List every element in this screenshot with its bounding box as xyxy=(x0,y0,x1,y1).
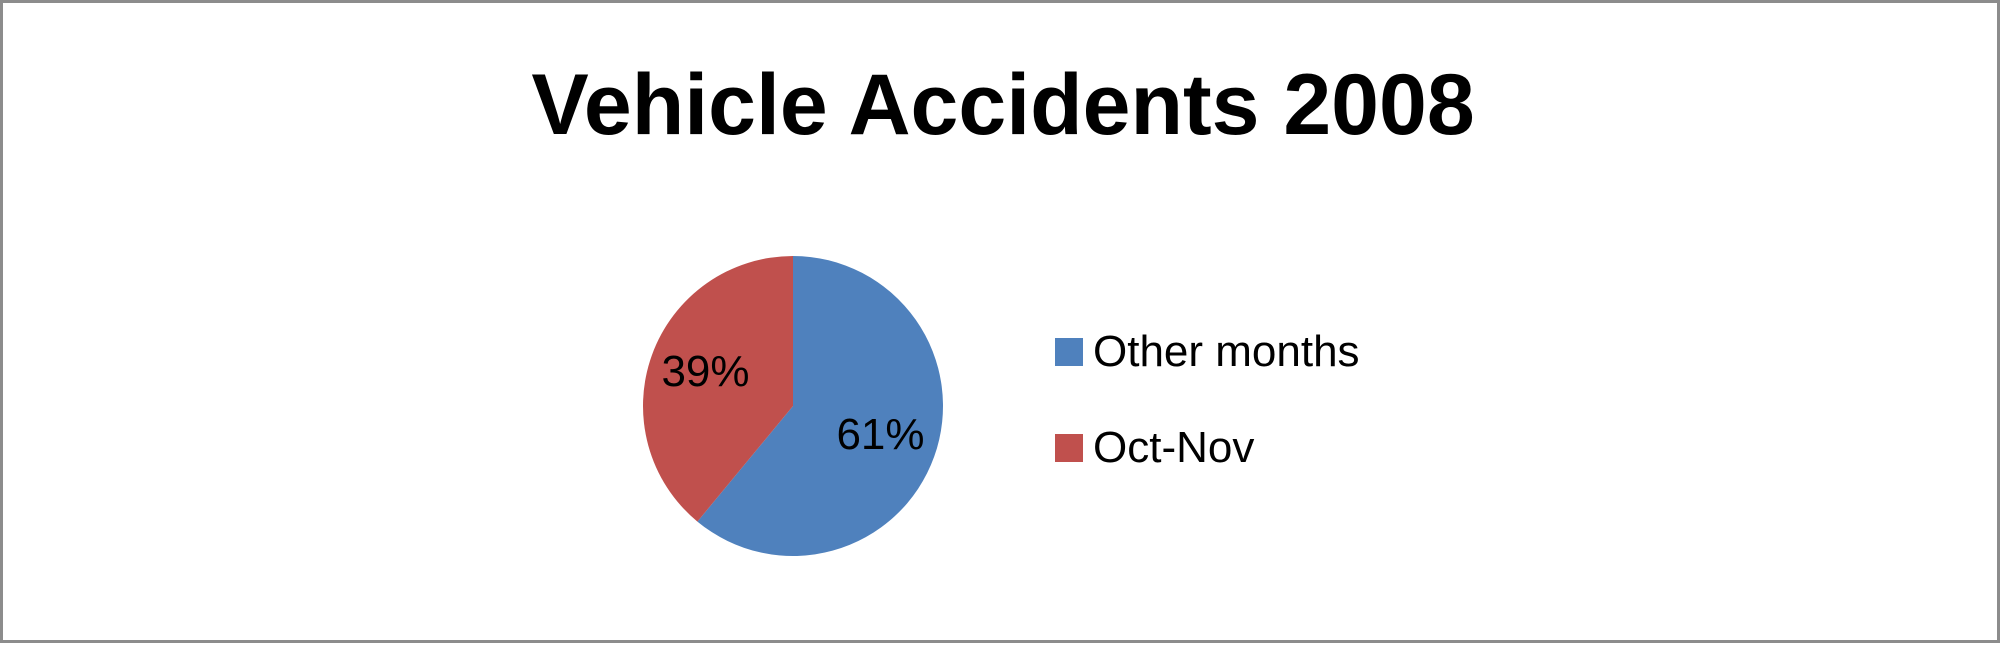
legend-label-oct-nov: Oct-Nov xyxy=(1093,423,1255,472)
legend-swatch-other-months xyxy=(1055,338,1083,366)
legend: Other months Oct-Nov xyxy=(1055,327,1360,520)
legend-item-oct-nov: Oct-Nov xyxy=(1055,423,1360,472)
data-label-other-months: 61% xyxy=(836,410,924,459)
pie-slice-oct-nov xyxy=(643,256,793,522)
legend-swatch-oct-nov xyxy=(1055,434,1083,462)
chart-title: Vehicle Accidents 2008 xyxy=(531,57,1475,153)
pie-chart: 61% 39% xyxy=(643,256,944,556)
legend-item-other-months: Other months xyxy=(1055,327,1360,376)
pie-slice-other-months xyxy=(697,256,944,556)
data-label-oct-nov: 39% xyxy=(661,347,749,396)
legend-label-other-months: Other months xyxy=(1093,327,1360,376)
